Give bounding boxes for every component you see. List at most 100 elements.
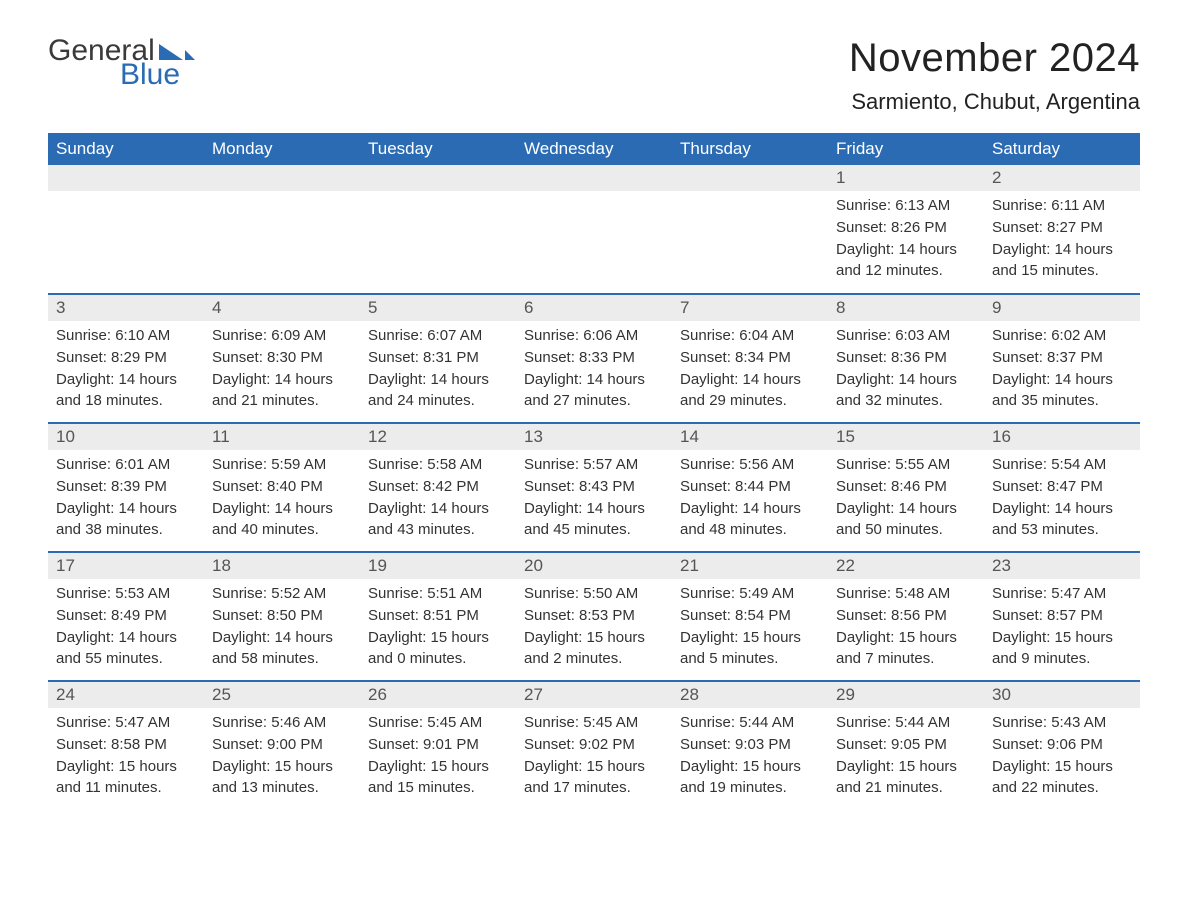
daylight-line: Daylight: 15 hours and 17 minutes. [524,756,664,800]
calendar-day-cell: 28Sunrise: 5:44 AMSunset: 9:03 PMDayligh… [672,680,828,809]
day-number: 11 [204,422,360,450]
sunset-line: Sunset: 8:40 PM [212,476,352,498]
sunset-line: Sunset: 9:01 PM [368,734,508,756]
sunrise-line: Sunrise: 6:07 AM [368,325,508,347]
day-number: 16 [984,422,1140,450]
calendar-empty-cell [672,165,828,293]
sunset-line: Sunset: 9:03 PM [680,734,820,756]
sunrise-line: Sunrise: 5:48 AM [836,583,976,605]
daylight-line: Daylight: 14 hours and 45 minutes. [524,498,664,542]
sunrise-line: Sunrise: 5:44 AM [836,712,976,734]
logo-triangle-icon [159,38,195,60]
day-details: Sunrise: 5:45 AMSunset: 9:02 PMDaylight:… [516,708,672,809]
sunrise-line: Sunrise: 5:47 AM [992,583,1132,605]
day-number: 27 [516,680,672,708]
calendar-day-cell: 11Sunrise: 5:59 AMSunset: 8:40 PMDayligh… [204,422,360,551]
sunrise-line: Sunrise: 6:01 AM [56,454,196,476]
calendar-day-cell: 27Sunrise: 5:45 AMSunset: 9:02 PMDayligh… [516,680,672,809]
day-details: Sunrise: 5:44 AMSunset: 9:05 PMDaylight:… [828,708,984,809]
daylight-line: Daylight: 14 hours and 58 minutes. [212,627,352,671]
day-details: Sunrise: 6:02 AMSunset: 8:37 PMDaylight:… [984,321,1140,422]
calendar-day-cell: 2Sunrise: 6:11 AMSunset: 8:27 PMDaylight… [984,165,1140,293]
empty-day-header [204,165,360,191]
calendar-day-cell: 20Sunrise: 5:50 AMSunset: 8:53 PMDayligh… [516,551,672,680]
calendar-empty-cell [516,165,672,293]
sunset-line: Sunset: 8:56 PM [836,605,976,627]
sunrise-line: Sunrise: 5:59 AM [212,454,352,476]
sunset-line: Sunset: 8:50 PM [212,605,352,627]
day-details: Sunrise: 5:59 AMSunset: 8:40 PMDaylight:… [204,450,360,551]
title-block: November 2024 Sarmiento, Chubut, Argenti… [849,36,1140,115]
day-number: 12 [360,422,516,450]
page-header: General Blue November 2024 Sarmiento, Ch… [48,36,1140,115]
day-number: 30 [984,680,1140,708]
daylight-line: Daylight: 15 hours and 11 minutes. [56,756,196,800]
calendar-week-row: 24Sunrise: 5:47 AMSunset: 8:58 PMDayligh… [48,680,1140,809]
sunset-line: Sunset: 9:06 PM [992,734,1132,756]
day-number: 5 [360,293,516,321]
sunrise-line: Sunrise: 5:45 AM [524,712,664,734]
day-details: Sunrise: 5:44 AMSunset: 9:03 PMDaylight:… [672,708,828,809]
day-details: Sunrise: 6:07 AMSunset: 8:31 PMDaylight:… [360,321,516,422]
weekday-header: Friday [828,133,984,165]
day-number: 10 [48,422,204,450]
empty-day-header [672,165,828,191]
day-number: 15 [828,422,984,450]
sunset-line: Sunset: 8:42 PM [368,476,508,498]
sunrise-line: Sunrise: 5:47 AM [56,712,196,734]
day-number: 13 [516,422,672,450]
sunrise-line: Sunrise: 5:49 AM [680,583,820,605]
sunset-line: Sunset: 8:34 PM [680,347,820,369]
sunset-line: Sunset: 9:00 PM [212,734,352,756]
calendar-day-cell: 5Sunrise: 6:07 AMSunset: 8:31 PMDaylight… [360,293,516,422]
daylight-line: Daylight: 15 hours and 15 minutes. [368,756,508,800]
daylight-line: Daylight: 14 hours and 43 minutes. [368,498,508,542]
day-details: Sunrise: 5:51 AMSunset: 8:51 PMDaylight:… [360,579,516,680]
calendar-day-cell: 4Sunrise: 6:09 AMSunset: 8:30 PMDaylight… [204,293,360,422]
day-number: 20 [516,551,672,579]
day-details: Sunrise: 5:58 AMSunset: 8:42 PMDaylight:… [360,450,516,551]
day-number: 6 [516,293,672,321]
location-subtitle: Sarmiento, Chubut, Argentina [849,89,1140,115]
day-number: 21 [672,551,828,579]
daylight-line: Daylight: 15 hours and 19 minutes. [680,756,820,800]
daylight-line: Daylight: 14 hours and 50 minutes. [836,498,976,542]
sunrise-line: Sunrise: 5:44 AM [680,712,820,734]
calendar-day-cell: 29Sunrise: 5:44 AMSunset: 9:05 PMDayligh… [828,680,984,809]
day-number: 14 [672,422,828,450]
calendar-empty-cell [204,165,360,293]
sunrise-line: Sunrise: 6:04 AM [680,325,820,347]
sunrise-line: Sunrise: 5:53 AM [56,583,196,605]
sunset-line: Sunset: 8:27 PM [992,217,1132,239]
day-number: 3 [48,293,204,321]
sunset-line: Sunset: 8:47 PM [992,476,1132,498]
logo-word-blue: Blue [48,60,195,90]
weekday-header: Monday [204,133,360,165]
daylight-line: Daylight: 14 hours and 27 minutes. [524,369,664,413]
calendar-day-cell: 16Sunrise: 5:54 AMSunset: 8:47 PMDayligh… [984,422,1140,551]
day-details: Sunrise: 5:53 AMSunset: 8:49 PMDaylight:… [48,579,204,680]
day-number: 4 [204,293,360,321]
daylight-line: Daylight: 14 hours and 32 minutes. [836,369,976,413]
sunrise-line: Sunrise: 5:54 AM [992,454,1132,476]
day-details: Sunrise: 5:45 AMSunset: 9:01 PMDaylight:… [360,708,516,809]
sunset-line: Sunset: 8:51 PM [368,605,508,627]
daylight-line: Daylight: 15 hours and 21 minutes. [836,756,976,800]
daylight-line: Daylight: 14 hours and 38 minutes. [56,498,196,542]
day-details: Sunrise: 5:48 AMSunset: 8:56 PMDaylight:… [828,579,984,680]
sunset-line: Sunset: 8:33 PM [524,347,664,369]
calendar-week-row: 3Sunrise: 6:10 AMSunset: 8:29 PMDaylight… [48,293,1140,422]
day-number: 26 [360,680,516,708]
day-details: Sunrise: 5:56 AMSunset: 8:44 PMDaylight:… [672,450,828,551]
sunrise-line: Sunrise: 5:45 AM [368,712,508,734]
daylight-line: Daylight: 14 hours and 21 minutes. [212,369,352,413]
sunrise-line: Sunrise: 5:50 AM [524,583,664,605]
day-details: Sunrise: 6:01 AMSunset: 8:39 PMDaylight:… [48,450,204,551]
calendar-day-cell: 24Sunrise: 5:47 AMSunset: 8:58 PMDayligh… [48,680,204,809]
sunset-line: Sunset: 9:02 PM [524,734,664,756]
daylight-line: Daylight: 15 hours and 0 minutes. [368,627,508,671]
sunrise-line: Sunrise: 5:56 AM [680,454,820,476]
day-number: 28 [672,680,828,708]
day-number: 29 [828,680,984,708]
empty-day-header [516,165,672,191]
